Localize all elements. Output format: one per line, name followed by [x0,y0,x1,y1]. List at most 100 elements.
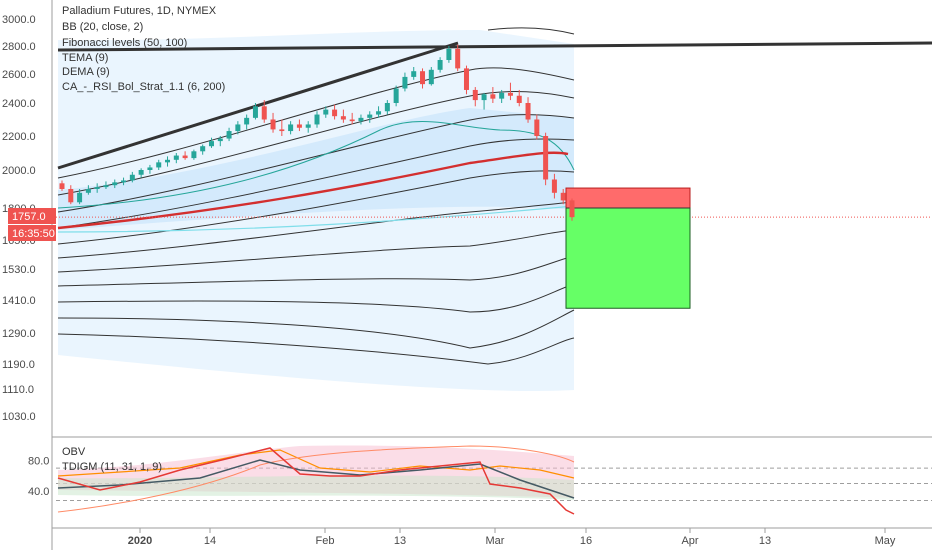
legend-study-obv[interactable]: OBV [62,446,86,458]
candle[interactable] [516,89,522,107]
candle[interactable] [455,44,461,72]
candle[interactable] [165,156,171,167]
candle[interactable] [296,119,302,132]
stop-loss-zone[interactable] [565,187,691,209]
candle-body [94,187,100,189]
candle[interactable] [332,104,338,120]
trend-lines[interactable] [57,41,932,170]
candle-body [59,183,65,189]
candle-body [112,182,118,186]
current-price-tag: 1757.0 16:35:50 [8,208,56,241]
candle[interactable] [208,137,214,148]
candle[interactable] [279,119,285,137]
candle[interactable] [129,171,135,183]
candle[interactable] [463,65,469,95]
candle-body [490,94,496,99]
candle[interactable] [156,159,162,170]
candle[interactable] [534,114,540,140]
candle[interactable] [59,180,65,191]
candle-body [376,111,382,115]
legend-study-dema[interactable]: DEMA (9) [62,66,110,78]
candle[interactable] [560,189,566,205]
candle[interactable] [85,185,91,195]
candle-body [173,155,179,160]
candle[interactable] [103,181,109,189]
candle[interactable] [138,168,144,178]
candle-body [437,60,443,70]
candle[interactable] [402,72,408,92]
candle[interactable] [499,89,505,103]
oscillator-pane[interactable]: 80.0 40.0 [28,445,932,515]
candle[interactable] [226,127,232,142]
candle[interactable] [147,164,153,174]
candle-body [147,167,153,170]
candle[interactable] [191,149,197,160]
price-tick-label: 3000.0 [2,14,36,26]
candle[interactable] [235,121,241,135]
candle[interactable] [507,82,513,101]
candle[interactable] [314,111,320,128]
legend-study-tema[interactable]: TEMA (9) [62,52,108,64]
candle[interactable] [543,132,549,186]
bar-countdown-label: 16:35:50 [12,228,55,240]
candle-body [534,119,540,136]
time-axis[interactable]: 2020 14 Feb 13 Mar 16 Apr 13 May [128,528,896,547]
candle[interactable] [94,183,100,193]
take-profit-zone[interactable] [565,207,691,309]
candle[interactable] [112,179,118,189]
candle[interactable] [481,92,487,110]
candle[interactable] [428,67,434,86]
candle[interactable] [121,177,127,186]
oscillator-tick-label: 80.0 [28,455,49,467]
candle-body [543,136,549,180]
legend-study-tdigm[interactable]: TDIGM (11, 31, 1, 9) [62,461,162,473]
position-box[interactable] [565,187,691,309]
candle[interactable] [252,103,258,120]
candle[interactable] [437,57,443,73]
candle[interactable] [323,106,329,118]
candle[interactable] [446,46,452,63]
candle[interactable] [77,189,83,205]
rising-trend-line[interactable] [57,41,459,170]
candle-body [507,92,513,96]
candle[interactable] [349,112,355,125]
resistance-line[interactable] [57,41,932,52]
candle[interactable] [393,85,399,107]
candle[interactable] [367,111,373,123]
candle[interactable] [217,136,223,147]
candle-body [516,95,522,103]
candle[interactable] [490,87,496,103]
legend-study-strategy[interactable]: CA_-_RSI_Bol_Strat_1.1 (6, 200) [62,81,225,93]
candle[interactable] [173,153,179,164]
band-line [57,309,575,349]
candle[interactable] [384,100,390,115]
price-axis[interactable]: 3000.02800.02600.02400.02200.02000.01800… [2,14,36,423]
candle[interactable] [358,114,364,125]
candle[interactable] [472,87,478,107]
candle[interactable] [340,109,346,123]
candle[interactable] [569,198,575,221]
candle[interactable] [411,67,417,80]
candle[interactable] [420,68,426,89]
candle[interactable] [244,114,250,130]
candle[interactable] [376,106,382,118]
candle[interactable] [551,173,557,199]
band-line [57,138,575,229]
band-line [487,27,575,35]
candle[interactable] [68,185,74,205]
obv-line [57,449,575,479]
legend-study-fib[interactable]: Fibonacci levels (50, 100) [62,37,187,49]
legend-study-bb[interactable]: BB (20, close, 2) [62,21,143,33]
candle[interactable] [288,121,294,135]
candles[interactable] [59,44,575,221]
candle-body [323,109,329,115]
candle[interactable] [261,100,267,123]
candle[interactable] [200,144,206,155]
candle[interactable] [182,151,188,160]
time-tick-label: 16 [580,535,592,547]
candle[interactable] [305,121,311,133]
candle[interactable] [270,112,276,133]
candle[interactable] [525,97,531,123]
candle-body [208,141,214,147]
